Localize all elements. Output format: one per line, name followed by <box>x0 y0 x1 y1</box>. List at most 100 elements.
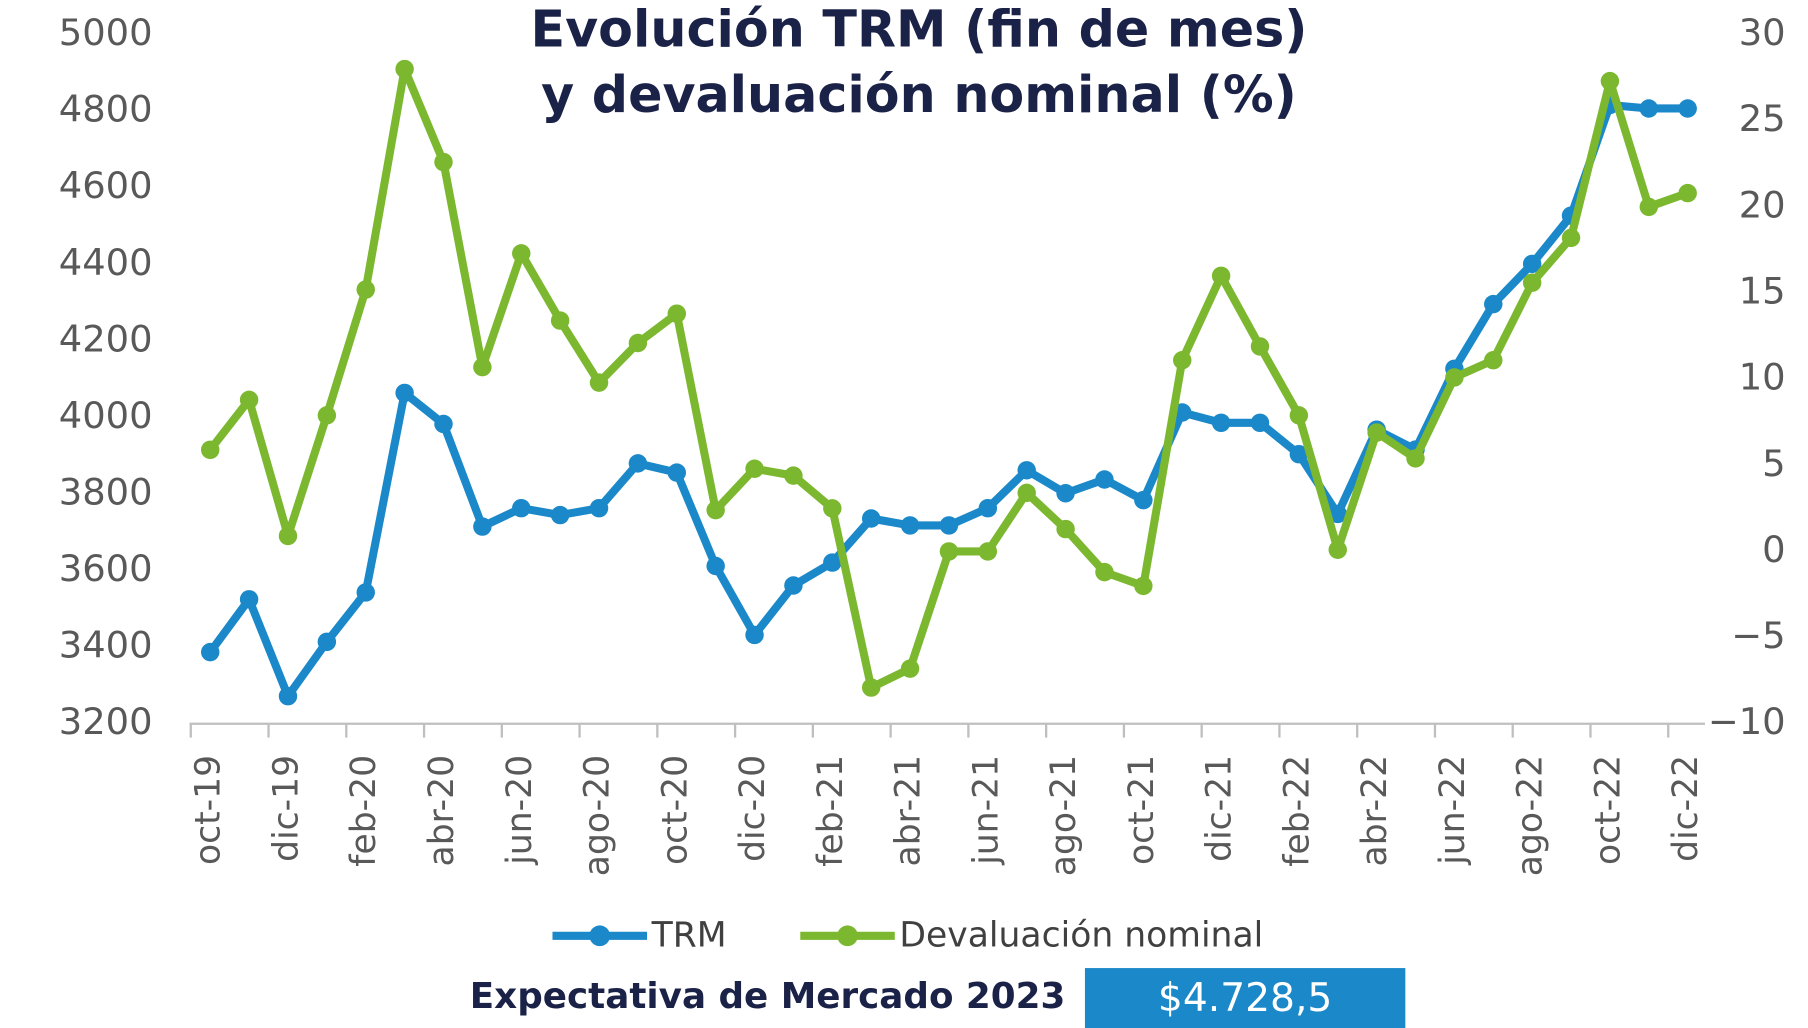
y2-tick-label: 5 <box>1762 442 1785 485</box>
point <box>434 152 453 172</box>
y2-tick-label: −5 <box>1731 614 1785 657</box>
x-tick-label: oct-22 <box>1588 755 1628 865</box>
annotation-box <box>1084 968 1406 1028</box>
point <box>1406 449 1425 468</box>
y-tick-label: 4800 <box>59 88 153 131</box>
point <box>1134 490 1153 510</box>
point <box>667 463 687 482</box>
point <box>512 498 531 518</box>
point <box>1017 483 1036 503</box>
x-tick-label: oct-20 <box>655 755 695 865</box>
point <box>667 304 687 323</box>
point <box>861 509 881 528</box>
y2-tick-label: 0 <box>1762 528 1785 571</box>
x-tick-label: abr-21 <box>889 755 929 867</box>
x-tick-label: oct-21 <box>1122 755 1162 865</box>
y-tick-label: 4600 <box>59 164 153 207</box>
chart-subtitle: y devaluación nominal (%) <box>541 65 1297 124</box>
point <box>1289 406 1309 425</box>
y2-tick-label: 20 <box>1739 183 1786 226</box>
point <box>1328 504 1347 524</box>
point <box>1367 423 1386 442</box>
y-tick-label: 3400 <box>59 624 153 667</box>
point <box>395 59 414 79</box>
legend-marker <box>589 925 611 947</box>
point <box>628 333 648 353</box>
x-tick-label: dic-20 <box>733 755 773 862</box>
annotation-value: $4.728,5 <box>1158 976 1332 1021</box>
y-tick-label: 4200 <box>59 317 153 360</box>
point <box>1484 294 1503 314</box>
y2-tick-label: −10 <box>1708 700 1786 743</box>
point <box>473 357 492 377</box>
point <box>1445 368 1464 387</box>
point <box>278 526 298 546</box>
point <box>434 414 453 434</box>
point <box>939 516 959 535</box>
point <box>978 542 998 561</box>
point <box>1484 350 1503 370</box>
x-tick-label: abr-22 <box>1355 755 1395 867</box>
point <box>978 498 998 518</box>
point <box>200 642 220 662</box>
y-tick-label: 3600 <box>59 547 153 590</box>
point <box>550 505 570 525</box>
point <box>1561 228 1581 248</box>
point <box>823 553 842 572</box>
legend-marker <box>837 925 858 947</box>
point <box>861 678 881 697</box>
chart-title: Evolución TRM (fin de mes) <box>531 0 1308 58</box>
x-tick-label: ago-20 <box>578 755 618 876</box>
legend-label: Devaluación nominal <box>899 915 1263 955</box>
point <box>784 466 803 485</box>
x-tick-label: dic-21 <box>1200 755 1240 862</box>
y-tick-label: 5000 <box>59 11 153 54</box>
x-tick-label: abr-20 <box>422 755 462 867</box>
point <box>589 373 609 392</box>
point <box>939 542 959 561</box>
x-tick-label: jun-21 <box>966 755 1006 866</box>
point <box>1095 470 1114 489</box>
legend-label: TRM <box>651 915 727 955</box>
x-tick-label: jun-20 <box>500 755 540 866</box>
point <box>1600 71 1620 91</box>
point <box>745 459 764 478</box>
point <box>1211 266 1231 286</box>
point <box>1250 413 1270 433</box>
y2-tick-label: 30 <box>1739 11 1786 54</box>
x-tick-label: oct-19 <box>189 755 229 865</box>
point <box>745 625 764 645</box>
y-tick-label: 4000 <box>59 394 153 437</box>
x-tick-label: dic-22 <box>1666 755 1706 862</box>
point <box>628 454 648 473</box>
point <box>239 390 259 410</box>
point <box>1017 461 1036 480</box>
point <box>1678 99 1697 118</box>
point <box>706 500 725 520</box>
point <box>356 583 375 602</box>
point <box>900 659 920 678</box>
point <box>1639 197 1659 217</box>
point <box>1678 183 1697 203</box>
x-tick-label: ago-22 <box>1511 755 1551 876</box>
point <box>1639 99 1659 118</box>
point <box>512 244 531 263</box>
annotation-label: Expectativa de Mercado 2023 <box>470 976 1066 1017</box>
y-tick-label: 3200 <box>59 700 153 743</box>
y2-tick-label: 25 <box>1739 97 1786 140</box>
point <box>823 499 842 518</box>
point <box>317 406 337 425</box>
point <box>1173 350 1192 370</box>
y-tick-label: 4400 <box>59 241 153 284</box>
series-line <box>207 64 1690 692</box>
point <box>356 280 375 299</box>
point <box>900 516 920 535</box>
point <box>550 311 570 330</box>
point <box>473 517 492 536</box>
y-tick-label: 3800 <box>59 471 153 514</box>
x-tick-label: jun-22 <box>1433 755 1473 866</box>
y2-tick-label: 10 <box>1739 356 1786 399</box>
x-tick-label: feb-20 <box>344 755 384 867</box>
x-tick-label: ago-21 <box>1044 755 1084 876</box>
point <box>278 686 298 706</box>
